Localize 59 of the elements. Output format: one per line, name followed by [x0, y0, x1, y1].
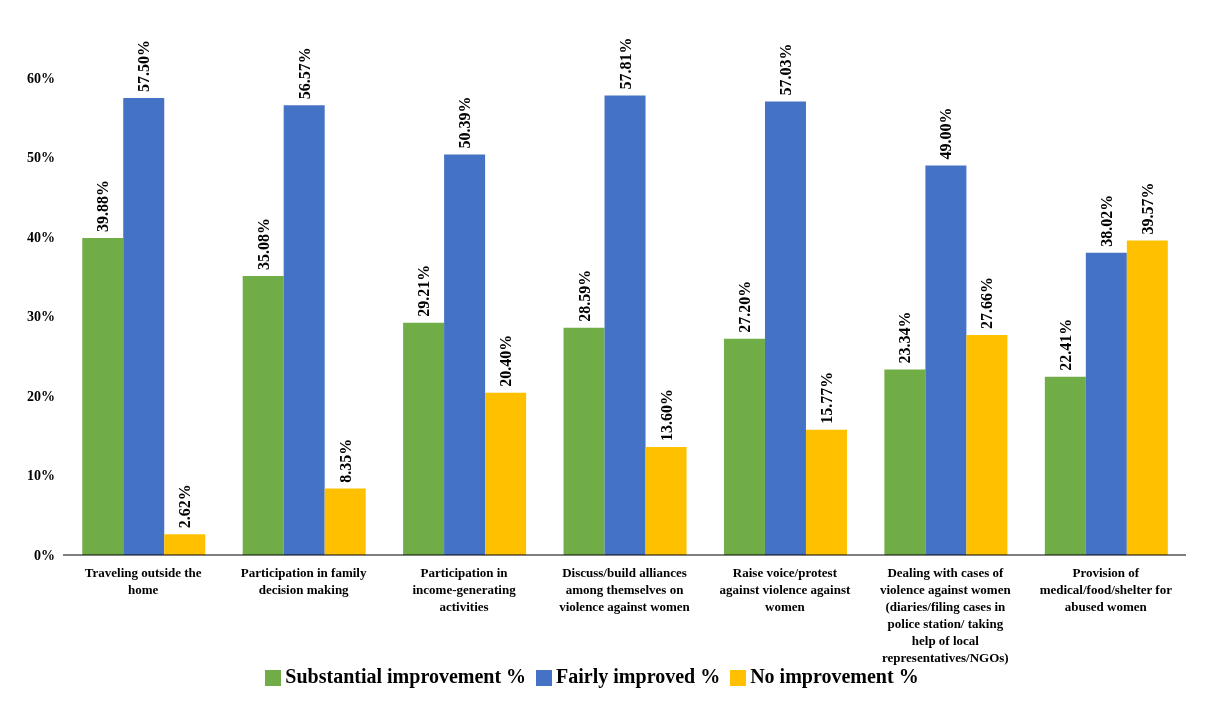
- bar: [485, 392, 527, 555]
- data-label: 49.00%: [937, 107, 955, 160]
- bar: [1085, 252, 1127, 555]
- y-tick-label: 20%: [27, 388, 55, 404]
- x-tick-label: Raise voice/protest against violence against women: [719, 565, 851, 614]
- bar: [925, 165, 967, 555]
- bar: [723, 338, 765, 555]
- data-label: 56.57%: [295, 47, 313, 100]
- legend-label: Fairly improved %: [556, 665, 721, 687]
- bar: [1044, 376, 1086, 555]
- data-label: 35.08%: [254, 218, 272, 271]
- data-label: 23.34%: [896, 311, 914, 364]
- bar: [403, 322, 445, 555]
- data-label: 8.35%: [336, 438, 354, 483]
- legend-label: Substantial improvement %: [285, 665, 527, 687]
- bar: [123, 97, 165, 555]
- data-label: 22.41%: [1056, 318, 1074, 371]
- y-tick-label: 40%: [27, 229, 55, 245]
- bar: [764, 101, 806, 555]
- data-label: 57.81%: [616, 37, 634, 90]
- x-tick-label: Traveling outside the home: [84, 565, 202, 597]
- data-label: 29.21%: [415, 264, 433, 317]
- x-tick-label: Dealing with cases of violence against women (diaries/filing cases in police station/ taking help of local representatives/NGOs): [880, 565, 1012, 665]
- bar: [283, 105, 325, 555]
- bar: [604, 95, 646, 555]
- bar: [242, 276, 284, 555]
- y-tick-label: 0%: [34, 547, 55, 563]
- data-label: 27.20%: [735, 280, 753, 333]
- data-label: 39.57%: [1138, 182, 1156, 235]
- data-label: 2.62%: [176, 484, 194, 529]
- y-tick-label: 60%: [27, 70, 55, 86]
- data-label: 20.40%: [497, 334, 515, 387]
- bar: [444, 154, 486, 555]
- data-label: 50.39%: [456, 96, 474, 149]
- data-label: 38.02%: [1097, 194, 1115, 247]
- x-tick-label: Provision of medical/food/shelter for abused women: [1039, 565, 1173, 614]
- data-label: 13.60%: [657, 388, 675, 441]
- bar: [966, 335, 1008, 555]
- x-tick-label: Discuss/build alliances among themselves on violence against women: [559, 565, 691, 614]
- bar: [82, 237, 124, 555]
- bar: [884, 369, 926, 555]
- bar: [563, 327, 605, 555]
- x-tick-label: Participation in family decision making: [240, 565, 367, 597]
- legend-label: No improvement %: [750, 665, 919, 687]
- data-label: 39.88%: [94, 179, 112, 232]
- x-tick-label: Participation in income-generating activities: [412, 565, 517, 614]
- y-tick-label: 30%: [27, 309, 55, 325]
- data-label: 57.50%: [135, 39, 153, 92]
- data-label: 15.77%: [817, 371, 835, 424]
- data-label: 28.59%: [575, 269, 593, 322]
- data-label: 27.66%: [978, 277, 996, 330]
- y-tick-label: 50%: [27, 150, 55, 166]
- bar: [645, 446, 687, 555]
- bar: [1126, 240, 1168, 555]
- bar: [164, 534, 206, 555]
- data-label: 57.03%: [776, 43, 794, 96]
- bar: [805, 429, 847, 555]
- bar: [324, 488, 366, 555]
- y-tick-label: 10%: [27, 468, 55, 484]
